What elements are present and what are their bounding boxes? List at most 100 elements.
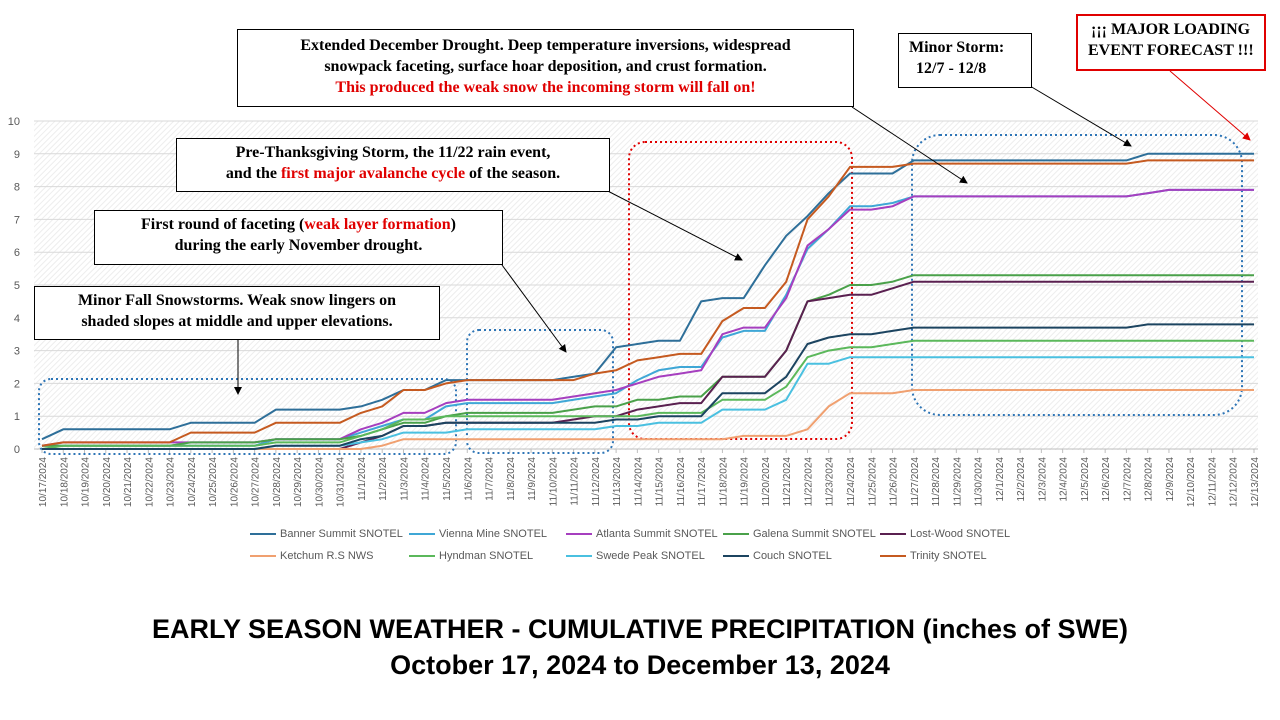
legend-label: Atlanta Summit SNOTEL <box>596 528 718 540</box>
legend-swatch <box>566 533 592 536</box>
y-tick-label: 7 <box>14 214 20 226</box>
x-tick-label: 11/22/2024 <box>803 457 814 507</box>
arrow-minor-storm <box>1029 85 1132 147</box>
thanksgiving-line-2: and the first major avalanche cycle of t… <box>183 163 603 184</box>
chart-legend: Banner Summit SNOTEL Vienna Mine SNOTEL At… <box>0 528 1280 568</box>
legend-swatch <box>250 555 276 558</box>
legend-swatch <box>723 533 749 536</box>
x-tick-label: 12/13/2024 <box>1250 457 1261 507</box>
x-tick-label: 11/25/2024 <box>867 457 878 507</box>
x-tick-label: 11/17/2024 <box>697 457 708 507</box>
legend-swatch <box>566 555 592 558</box>
legend-item: Atlanta Summit SNOTEL <box>566 528 718 540</box>
arrow-drought <box>851 106 968 184</box>
faceting-line-1-c: ) <box>450 216 456 233</box>
y-tick-label: 8 <box>14 182 20 194</box>
x-tick-label: 11/23/2024 <box>825 457 836 507</box>
y-tick-label: 2 <box>14 378 20 390</box>
x-tick-label: 10/24/2024 <box>187 457 198 507</box>
x-tick-label: 11/14/2024 <box>633 457 644 507</box>
x-tick-label: 10/31/2024 <box>336 457 347 507</box>
x-tick-label: 12/8/2024 <box>1144 457 1155 502</box>
forecast-line-2: EVENT FORECAST !!! <box>1088 42 1254 59</box>
legend-label: Ketchum R.S NWS <box>280 550 374 562</box>
legend-label: Hyndman SNOTEL <box>439 550 534 562</box>
legend-swatch <box>880 533 906 536</box>
chart-subtitle: October 17, 2024 to December 13, 2024 <box>390 650 890 680</box>
highlight-box-thanksgiving <box>628 141 853 440</box>
legend-label: Trinity SNOTEL <box>910 550 987 562</box>
drought-line-3: This produced the weak snow the incoming… <box>335 79 756 96</box>
fall-storms-line-2: shaded slopes at middle and upper elevat… <box>81 313 393 330</box>
forecast-line-1: ¡¡¡ MAJOR LOADING <box>1091 21 1251 38</box>
arrow-forecast <box>1169 70 1251 141</box>
y-tick-label: 4 <box>14 313 20 325</box>
x-tick-label: 11/28/2024 <box>931 457 942 507</box>
x-tick-label: 10/26/2024 <box>229 457 240 507</box>
highlight-box-faceting <box>466 329 614 454</box>
legend-swatch <box>880 555 906 558</box>
legend-swatch <box>409 533 435 536</box>
x-tick-label: 10/23/2024 <box>166 457 177 507</box>
thanksgiving-line-1: Pre-Thanksgiving Storm, the 11/22 rain e… <box>235 144 551 161</box>
x-tick-label: 12/1/2024 <box>995 457 1006 502</box>
legend-swatch <box>723 555 749 558</box>
legend-label: Couch SNOTEL <box>753 550 832 562</box>
x-tick-label: 11/4/2024 <box>421 457 432 501</box>
drought-line-2: snowpack faceting, surface hoar depositi… <box>324 58 767 75</box>
minor-storm-line-2: 12/7 - 12/8 <box>916 60 987 77</box>
drought-line-1: Extended December Drought. Deep temperat… <box>300 37 791 54</box>
faceting-line-1: First round of faceting (weak layer form… <box>101 214 496 235</box>
x-tick-label: 12/5/2024 <box>1080 457 1091 502</box>
legend-item: Lost-Wood SNOTEL <box>880 528 1010 540</box>
legend-label: Lost-Wood SNOTEL <box>910 528 1011 540</box>
x-tick-label: 11/8/2024 <box>506 457 517 501</box>
series-line-trinity-snotel <box>41 159 1254 447</box>
series-line-banner-summit-snotel <box>41 152 1254 441</box>
thanksgiving-line-2-c: of the season. <box>465 165 561 182</box>
legend-item: Banner Summit SNOTEL <box>250 528 403 540</box>
x-tick-label: 10/22/2024 <box>144 457 155 507</box>
thanksgiving-line-2-b: first major avalanche cycle <box>280 165 466 182</box>
faceting-line-2: during the early November drought. <box>174 237 423 254</box>
x-tick-label: 10/20/2024 <box>102 457 113 507</box>
x-tick-label: 11/24/2024 <box>846 457 857 507</box>
x-tick-label: 11/6/2024 <box>463 457 474 501</box>
legend-label: Swede Peak SNOTEL <box>596 550 705 562</box>
x-tick-label: 12/2/2024 <box>1016 457 1027 502</box>
y-tick-label: 3 <box>14 346 20 358</box>
x-tick-label: 11/15/2024 <box>655 457 666 507</box>
legend-item: Vienna Mine SNOTEL <box>409 528 547 540</box>
x-tick-label: 11/1/2024 <box>357 457 368 501</box>
x-tick-label: 10/28/2024 <box>272 457 283 507</box>
annotation-thanksgiving: Pre-Thanksgiving Storm, the 11/22 rain e… <box>176 138 610 192</box>
legend-item: Swede Peak SNOTEL <box>566 550 705 562</box>
x-tick-label: 10/25/2024 <box>208 457 219 507</box>
minor-storm-line-1: Minor Storm: <box>909 39 1005 56</box>
series-line-galena-summit-snotel <box>42 274 1254 447</box>
legend-label: Banner Summit SNOTEL <box>280 528 403 540</box>
x-tick-label: 10/27/2024 <box>251 457 262 507</box>
x-tick-label: 10/29/2024 <box>293 457 304 507</box>
series-line-couch-snotel <box>42 323 1254 450</box>
x-tick-label: 11/30/2024 <box>974 457 985 507</box>
legend-item: Galena Summit SNOTEL <box>723 528 876 540</box>
annotation-forecast: ¡¡¡ MAJOR LOADING EVENT FORECAST !!! <box>1076 14 1266 71</box>
thanksgiving-line-2-a: and the <box>225 165 281 182</box>
x-tick-label: 10/17/2024 <box>38 457 49 507</box>
x-tick-label: 11/5/2024 <box>442 457 453 501</box>
x-tick-label: 11/10/2024 <box>548 457 559 507</box>
x-tick-label: 10/18/2024 <box>59 457 70 507</box>
x-tick-label: 11/29/2024 <box>952 457 963 507</box>
arrow-thanksgiving <box>599 186 743 261</box>
legend-swatch <box>250 533 276 536</box>
x-tick-label: 12/11/2024 <box>1207 457 1218 507</box>
legend-item: Trinity SNOTEL <box>880 550 987 562</box>
chart-title: EARLY SEASON WEATHER - CUMULATIVE PRECIP… <box>151 614 1129 644</box>
x-tick-label: 12/9/2024 <box>1165 457 1176 502</box>
x-tick-label: 11/11/2024 <box>570 457 581 506</box>
x-tick-label: 12/7/2024 <box>1122 457 1133 502</box>
x-tick-label: 10/30/2024 <box>314 457 325 507</box>
legend-item: Ketchum R.S NWS <box>250 550 374 562</box>
